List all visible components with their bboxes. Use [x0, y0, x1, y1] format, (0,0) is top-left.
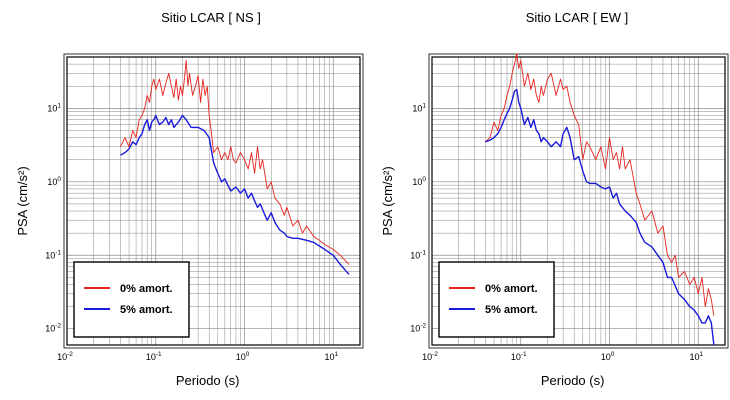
- series-line-5-amort: [485, 88, 715, 346]
- legend-label: 0% amort.: [485, 283, 538, 295]
- series-line-0-amort: [119, 59, 350, 265]
- chart-ns: Sitio LCAR [ NS ] 10-2 10-1 100 101 10-2 10-1 1…: [15, 10, 364, 388]
- chart-title: Sitio LCAR [ NS ]: [161, 10, 261, 25]
- legend-label: 5% amort.: [120, 304, 173, 316]
- y-tick-label: 101: [47, 102, 61, 113]
- x-tick-label: 10-2: [57, 351, 73, 362]
- x-axis-label: Periodo (s): [541, 373, 605, 388]
- x-tick-label: 10-2: [422, 351, 438, 362]
- y-tick-label: 10-1: [410, 249, 426, 260]
- legend-box: [73, 261, 190, 338]
- legend-box: [438, 261, 555, 338]
- series-line-0-amort: [485, 53, 715, 316]
- plot-frame-outer: [428, 53, 729, 349]
- y-tick-label: 100: [412, 176, 426, 187]
- legend: 0% amort. 5% amort.: [438, 261, 555, 338]
- y-tick-label: 100: [47, 176, 61, 187]
- legend-label: 0% amort.: [120, 283, 173, 295]
- chart-ew: Sitio LCAR [ EW ] 10-2 10-1 100 101 10-2 10-1 1…: [380, 10, 729, 388]
- x-tick-label: 10-1: [511, 351, 527, 362]
- y-tick-label: 10-2: [410, 323, 426, 334]
- series-line-5-amort: [120, 114, 350, 275]
- x-tick-label: 101: [689, 351, 703, 362]
- x-tick-label: 101: [324, 351, 338, 362]
- legend: 0% amort. 5% amort.: [73, 261, 190, 338]
- x-axis-label: Periodo (s): [176, 373, 240, 388]
- x-tick-label: 10-1: [146, 351, 162, 362]
- plot-frame: [66, 56, 361, 346]
- x-tick-label: 100: [236, 351, 250, 362]
- y-axis-label: PSA (cm/s²): [380, 166, 395, 235]
- plot-frame: [431, 56, 726, 346]
- y-tick-label: 101: [412, 102, 426, 113]
- y-axis-label: PSA (cm/s²): [15, 166, 30, 235]
- chart-title: Sitio LCAR [ EW ]: [526, 10, 629, 25]
- y-tick-label: 10-1: [45, 249, 61, 260]
- x-tick-label: 100: [601, 351, 615, 362]
- y-tick-label: 10-2: [45, 323, 61, 334]
- plot-frame-outer: [63, 53, 364, 349]
- legend-label: 5% amort.: [485, 304, 538, 316]
